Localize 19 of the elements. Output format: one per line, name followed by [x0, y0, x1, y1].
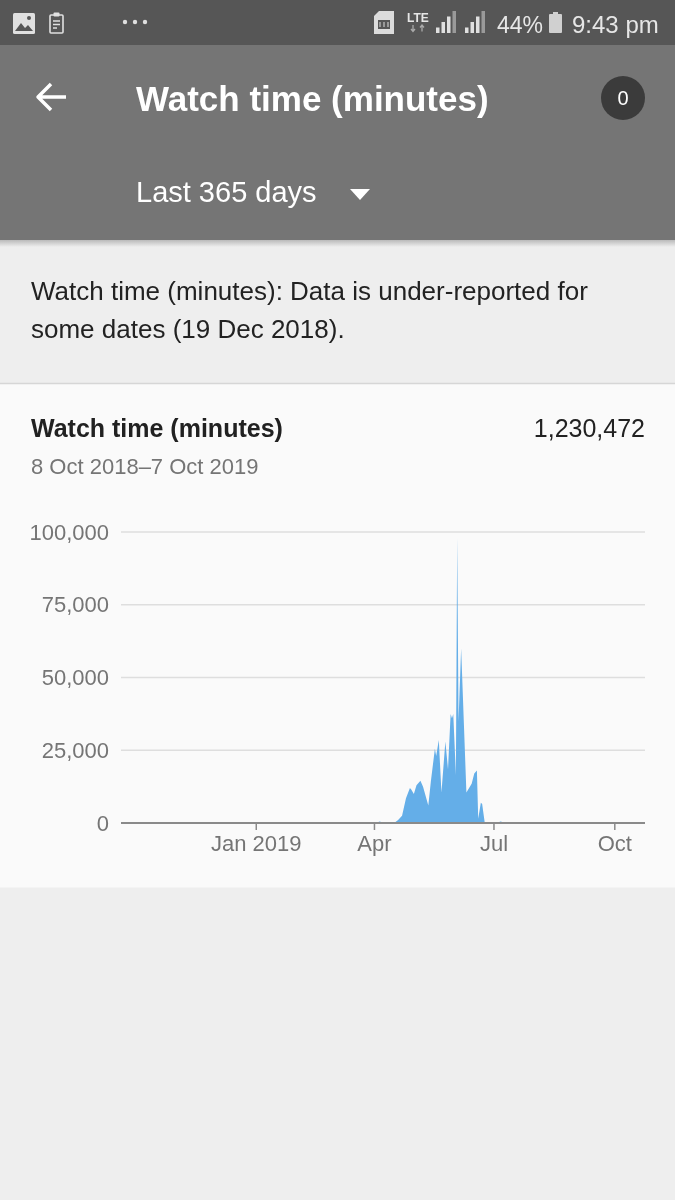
- text: 1,230,472: [533, 414, 645, 442]
- y-tick-label: 75,000: [41, 592, 109, 618]
- text: 0: [617, 87, 629, 109]
- text: Last 365 days: [136, 176, 317, 208]
- text: Watch time (minutes): [136, 79, 489, 118]
- y-tick-label: 0: [96, 810, 109, 836]
- x-tick-label: Jul: [479, 831, 509, 856]
- y-tick-label: 100,000: [29, 519, 109, 545]
- text: 44%: [497, 12, 544, 38]
- y-tick-label: 25,000: [41, 737, 109, 763]
- text: 9:43 pm: [572, 11, 659, 38]
- text: Watch time (minutes): Data is under-reported for some dates (19 Dec 2018).: [31, 276, 589, 344]
- x-tick-label: Jan 2019: [211, 831, 302, 856]
- y-tick-label: 50,000: [41, 665, 109, 691]
- x-tick-label: Apr: [357, 831, 392, 856]
- x-tick-label: Oct: [597, 831, 632, 856]
- text: LTE: [407, 10, 429, 25]
- chart-title: Watch time (minutes): [31, 414, 283, 442]
- chart-subtitle: 8 Oct 2018–7 Oct 2019: [31, 454, 259, 479]
